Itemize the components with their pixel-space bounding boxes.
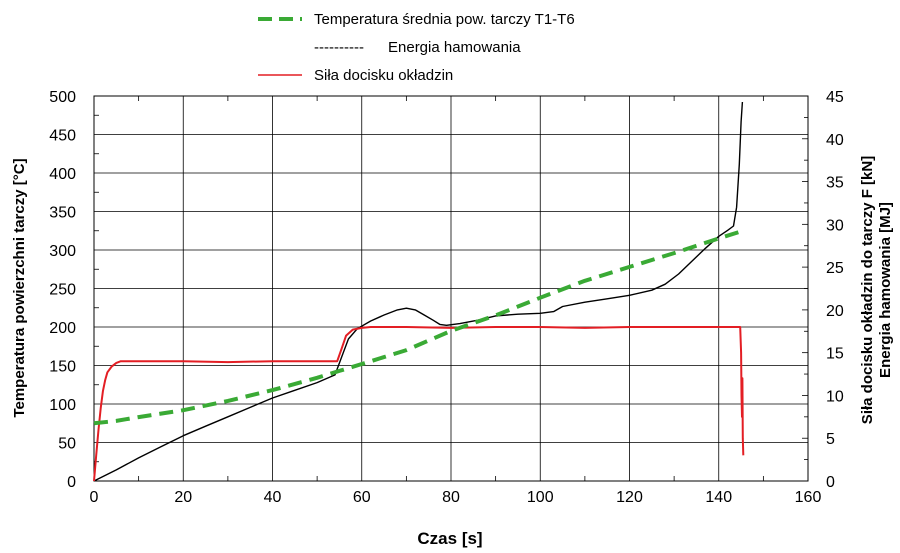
x-tick-label: 100	[527, 489, 554, 506]
series-layer	[93, 101, 747, 482]
y-left-tick-label: 300	[49, 243, 76, 260]
y-left-tick-label: 0	[67, 474, 76, 491]
x-tick-label: 0	[90, 489, 99, 506]
y-right-tick-label: 30	[826, 217, 844, 234]
y-left-tick-label: 450	[49, 128, 76, 145]
y-left-tick-label: 250	[49, 282, 76, 299]
y-right-tick-label: 20	[826, 303, 844, 320]
y-left-tick-label: 500	[49, 89, 76, 106]
legend-prefix-energy: ----------	[314, 39, 364, 56]
x-axis-label: Czas [s]	[417, 529, 482, 548]
x-tick-label: 60	[353, 489, 371, 506]
legend-item-energy: ---------- Energia hamowania	[314, 39, 521, 56]
series-line-1	[93, 101, 744, 482]
y-right-tick-label: 25	[826, 260, 844, 277]
axis-ticks: 0 20 40 60 80 100 120 140 1600501001502002503003…	[49, 89, 844, 506]
y-right-tick-label: 40	[826, 132, 844, 149]
y-left-tick-label: 50	[58, 436, 76, 453]
series-line-0	[93, 228, 747, 426]
y-right-tick-label: 35	[826, 175, 844, 192]
legend-label-energy: Energia hamowania	[388, 39, 521, 56]
y-axis-label-left: Temperatura powierzchni tarczy [°C]	[11, 158, 28, 417]
x-tick-label: 80	[442, 489, 460, 506]
y-right-tick-label: 0	[826, 474, 835, 491]
y-right-tick-label: 10	[826, 388, 844, 405]
y-right-tick-label: 15	[826, 346, 844, 363]
y-left-tick-label: 350	[49, 205, 76, 222]
y-left-tick-label: 400	[49, 166, 76, 183]
y-axis-label-right-force: Siła docisku okładzin do tarczy F [kN]	[859, 156, 876, 424]
y-left-tick-label: 100	[49, 397, 76, 414]
x-tick-label: 140	[705, 489, 732, 506]
y-left-tick-label: 200	[49, 320, 76, 337]
x-tick-label: 40	[264, 489, 282, 506]
legend-item-temperature: Temperatura średnia pow. tarczy T1-T6	[258, 11, 575, 28]
legend-item-force: Siła docisku okładzin	[258, 67, 453, 84]
x-tick-label: 120	[616, 489, 643, 506]
y-left-tick-label: 150	[49, 359, 76, 376]
y-right-tick-label: 45	[826, 89, 844, 106]
x-tick-label: 20	[174, 489, 192, 506]
legend: Temperatura średnia pow. tarczy T1-T6 --…	[258, 11, 575, 84]
legend-label-temperature: Temperatura średnia pow. tarczy T1-T6	[314, 11, 575, 28]
x-tick-label: 160	[795, 489, 822, 506]
grid	[93, 95, 809, 482]
y-right-tick-label: 5	[826, 431, 835, 448]
series-line-2	[93, 326, 745, 482]
legend-label-force: Siła docisku okładzin	[314, 67, 453, 84]
y-axis-label-right-energy: Energia hamowania [MJ]	[877, 202, 894, 378]
